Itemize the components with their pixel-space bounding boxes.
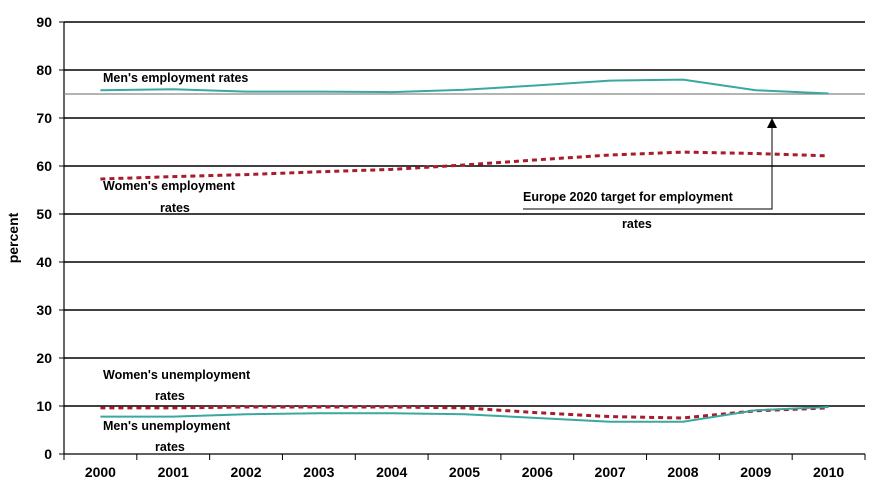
x-tick-label: 2010: [813, 464, 844, 480]
annotation-women-unemployment: Women's unemployment: [103, 368, 251, 382]
x-tick-label: 2004: [376, 464, 407, 480]
x-tick-label: 2000: [85, 464, 116, 480]
annotation-women-unemployment-line2: rates: [155, 389, 185, 403]
x-tick-label: 2007: [595, 464, 626, 480]
annotation-men-unemployment-line2: rates: [155, 440, 185, 454]
y-tick-label: 80: [36, 62, 52, 78]
x-tick-label: 2001: [158, 464, 189, 480]
annotation-women-employment-line2: rates: [160, 201, 190, 215]
y-tick-label: 0: [44, 446, 52, 462]
annotation-men-unemployment: Men's unemployment: [103, 419, 231, 433]
x-tick-label: 2006: [522, 464, 553, 480]
y-tick-label: 30: [36, 302, 52, 318]
annotation-europe-2020-target-line2: rates: [622, 217, 652, 231]
series-line-women-unemp: [100, 405, 829, 420]
x-tick-label: 2009: [740, 464, 771, 480]
y-tick-label: 90: [36, 14, 52, 30]
y-axis-label: percent: [5, 212, 21, 263]
x-tick-label: 2002: [230, 464, 261, 480]
y-tick-label: 10: [36, 398, 52, 414]
x-tick-label: 2008: [667, 464, 698, 480]
annotation-women-employment: Women's employment: [103, 179, 236, 193]
y-tick-label: 20: [36, 350, 52, 366]
y-tick-label: 60: [36, 158, 52, 174]
annotation-europe-2020-target: Europe 2020 target for employment: [523, 190, 734, 204]
series-line-women-emp: [100, 150, 829, 181]
series-line-men-unemp: [100, 406, 829, 423]
x-tick-label: 2005: [449, 464, 480, 480]
y-tick-label: 40: [36, 254, 52, 270]
series-line-men-emp: [100, 78, 829, 95]
y-tick-label: 50: [36, 206, 52, 222]
target-callout-line: [523, 124, 773, 210]
x-tick-label: 2003: [303, 464, 334, 480]
target-callout-arrowhead: [767, 118, 777, 128]
y-tick-label: 70: [36, 110, 52, 126]
annotation-men-employment: Men's employment rates: [103, 71, 248, 85]
